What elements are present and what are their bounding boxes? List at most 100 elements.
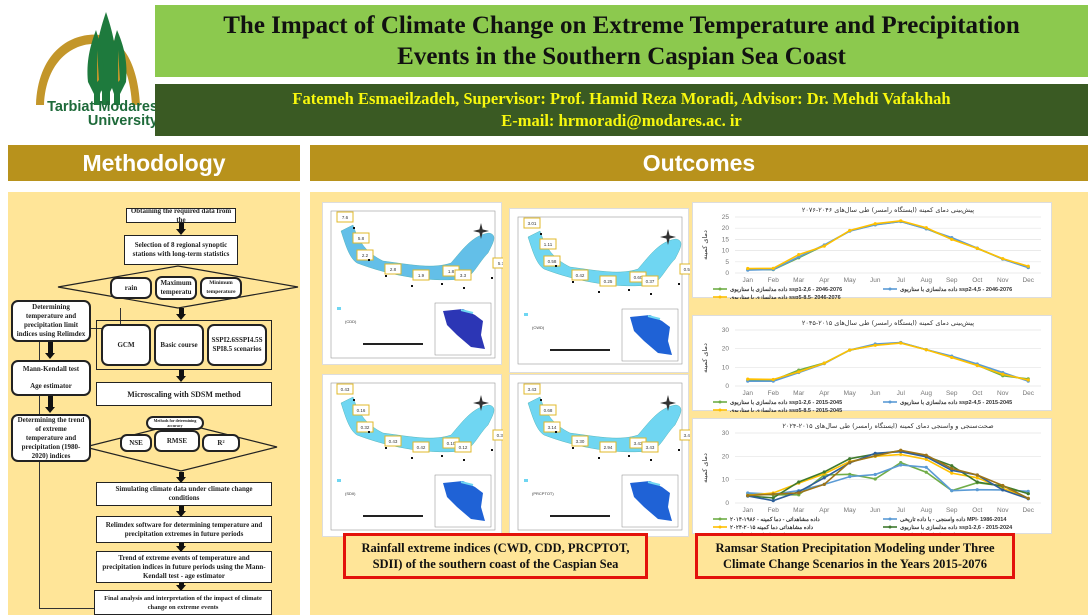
- data-point: [950, 464, 954, 468]
- station-value: 3.01: [528, 221, 537, 226]
- data-point: [975, 488, 979, 492]
- station-marker: [385, 275, 387, 277]
- chart-validation: صحت‌سنجی و واسنجی دمای کمینه (ایستگاه را…: [692, 418, 1052, 535]
- station-value: 3.14: [548, 425, 557, 430]
- flow-final-analysis: Final analysis and interpretation of the…: [94, 590, 272, 615]
- y-tick-label: 5: [725, 259, 729, 266]
- station-value: 2.94: [604, 445, 613, 450]
- data-point: [797, 491, 801, 495]
- flow-obtain-data: Obtaining the required data from the: [126, 207, 236, 224]
- maps-caption: Rainfall extreme indices (CWD, CDD, PRCP…: [343, 533, 648, 579]
- legend-marker: [718, 408, 722, 412]
- map-prcptot: 3.430.683.143.302.943.433.433.43(PRCPTOT…: [509, 374, 697, 537]
- data-point: [797, 255, 801, 259]
- flow-model-group: [96, 320, 272, 370]
- x-tick-label: Dec: [1022, 507, 1034, 514]
- station-value: 3.3: [460, 273, 467, 278]
- data-point: [873, 451, 877, 455]
- station-value: 2.8: [390, 267, 397, 272]
- station-value: 3.43: [634, 441, 643, 446]
- station-value-box: [384, 263, 402, 275]
- x-tick-label: Jun: [870, 390, 881, 397]
- map-cwd: 3.01 1.11 0.58 0.42 0.25 0.600.37 0.54 (CWD): [509, 208, 697, 373]
- legend-marker: [888, 517, 892, 521]
- data-point: [950, 471, 954, 475]
- authors-line: Fatemeh Esmaeilzadeh, Supervisor: Prof. …: [292, 89, 951, 108]
- station-value: 0.60: [634, 275, 643, 280]
- data-point: [975, 473, 979, 477]
- x-tick-label: Feb: [768, 277, 780, 284]
- series-line: [747, 464, 1029, 495]
- data-point: [873, 454, 877, 458]
- arrow-down: [176, 506, 186, 517]
- station-value: 0.16: [357, 408, 366, 413]
- station-value: 0.43: [341, 387, 350, 392]
- data-point: [822, 482, 826, 486]
- map-svg: 7.6 5.8 2.2 2.8 1.9 1.8 3.3 5.7 (CDD): [330, 210, 510, 359]
- legend-marker: [718, 295, 722, 299]
- station-value-box: [599, 441, 617, 453]
- station-value: 7.6: [342, 215, 349, 220]
- station-value: 5.7: [498, 261, 503, 266]
- series-line: [747, 220, 1029, 271]
- station-value-box: [543, 421, 561, 433]
- data-point: [771, 499, 775, 503]
- station-value: 0.30: [497, 433, 503, 438]
- chart-title: پیش‌بینی دمای کمینه (ایستگاه رامسر) طی س…: [802, 206, 974, 214]
- methodology-panel: Obtaining the required data from the Sel…: [8, 192, 300, 615]
- legend-label: داده مشاهداتی - دما کمینه - ۱۹۸۶-۲۰۱۴: [730, 516, 820, 523]
- station-value: 3.43: [646, 445, 655, 450]
- station-marker: [441, 283, 443, 285]
- data-point: [1026, 496, 1030, 500]
- station-marker: [463, 287, 465, 289]
- x-tick-label: Nov: [997, 507, 1009, 514]
- x-tick-label: Jul: [897, 507, 906, 514]
- data-point: [899, 341, 903, 345]
- data-point: [950, 355, 954, 360]
- data-point: [975, 363, 979, 368]
- legend-marker: [718, 525, 722, 529]
- station-value-box: [412, 269, 430, 281]
- map-index-label: (PRCPTOT): [532, 491, 554, 496]
- station-value-box: [571, 269, 589, 281]
- data-point: [1026, 492, 1030, 496]
- station-value: 0.25: [604, 279, 613, 284]
- x-tick-label: Apr: [819, 277, 830, 284]
- station-marker: [628, 455, 630, 457]
- y-tick-label: 10: [722, 364, 730, 371]
- station-value: 3.43: [684, 433, 690, 438]
- chart-svg: پیش‌بینی دمای کمینه (ایستگاه رامسر) طی س…: [701, 206, 1041, 299]
- station-value-box: [543, 255, 561, 267]
- map-svg: 3.430.683.143.302.943.433.433.43(PRCPTOT…: [517, 382, 697, 531]
- station-value-box: [641, 275, 659, 287]
- flow-rmse: RMSE: [154, 430, 200, 452]
- north-arrow-icon: [660, 229, 676, 245]
- x-tick-label: Feb: [768, 507, 780, 514]
- y-tick-label: 10: [722, 248, 730, 255]
- x-tick-label: Mar: [793, 507, 805, 514]
- iran-inset: [630, 315, 672, 355]
- data-point: [797, 253, 801, 257]
- station-value-box: [384, 435, 402, 447]
- y-tick-label: 15: [722, 236, 730, 243]
- x-tick-label: May: [844, 390, 857, 397]
- legend-swatch: [524, 479, 528, 482]
- chart-title: پیش‌بینی دمای کمینه (ایستگاه رامسر) طی س…: [802, 319, 974, 327]
- station-value-box: [454, 441, 472, 453]
- arrow-down: [45, 342, 55, 359]
- data-point: [899, 461, 903, 465]
- legend-marker: [718, 287, 722, 291]
- station-marker: [353, 227, 355, 229]
- data-point: [975, 480, 979, 484]
- data-point: [924, 457, 928, 461]
- map-svg: 0.43 0.16 0.32 0.43 0.42 0.100.12 0.30 (SDII): [330, 382, 510, 531]
- station-value: 1.9: [418, 273, 425, 278]
- station-value-box: [599, 275, 617, 287]
- station-value: 1.8: [448, 269, 455, 274]
- iran-inset: [443, 309, 485, 349]
- chart-svg: پیش‌بینی دمای کمینه (ایستگاه رامسر) طی س…: [701, 319, 1041, 412]
- station-value: 1.11: [544, 242, 553, 247]
- x-tick-label: Oct: [972, 390, 982, 397]
- station-marker: [441, 455, 443, 457]
- cypress-arch-icon: [36, 12, 140, 105]
